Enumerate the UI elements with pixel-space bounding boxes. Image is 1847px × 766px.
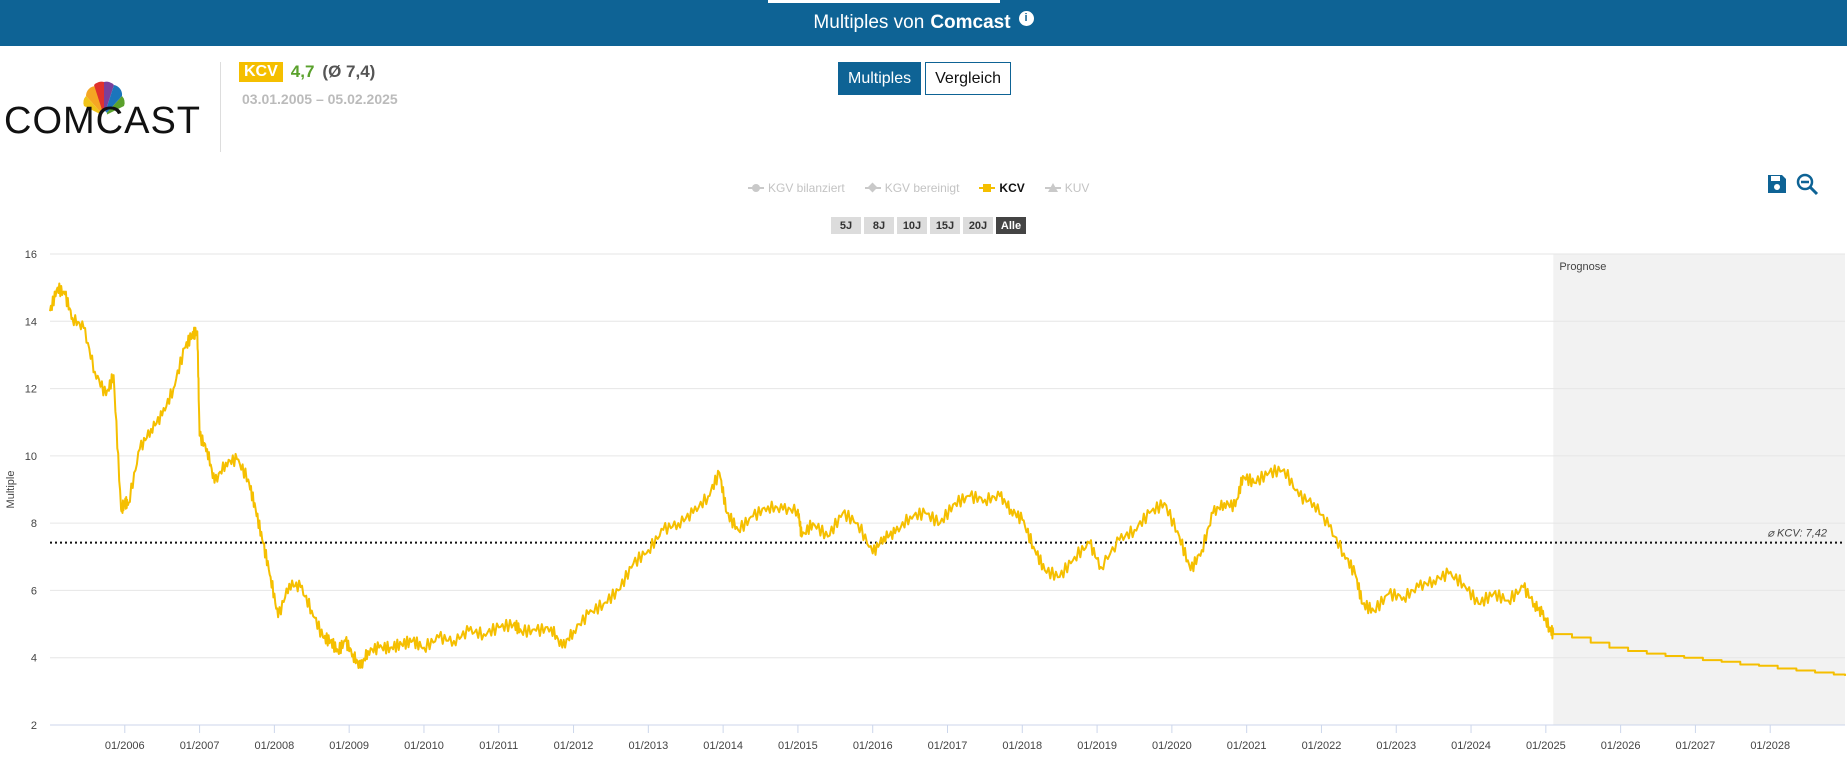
y-axis-label: Multiple <box>5 471 17 509</box>
legend-kuv[interactable]: KUV <box>1044 181 1090 195</box>
x-tick-label: 01/2012 <box>554 740 594 752</box>
company-name: Comcast <box>930 12 1011 33</box>
chart-legend: KGV bilanziert KGV bereinigt KCV KUV <box>748 181 1089 195</box>
legend-label: KUV <box>1064 181 1090 195</box>
x-tick-label: 01/2027 <box>1676 740 1716 752</box>
y-tick-label: 8 <box>31 518 37 530</box>
x-tick-label: 01/2017 <box>928 740 968 752</box>
y-tick-label: 6 <box>31 585 37 597</box>
series-line-forecast <box>1553 633 1846 676</box>
y-tick-label: 2 <box>31 720 37 732</box>
tab-multiples[interactable]: Multiples <box>838 62 922 95</box>
header-tab-notch <box>768 0 1000 3</box>
x-tick-label: 01/2015 <box>778 740 818 752</box>
x-tick-label: 01/2011 <box>479 740 518 752</box>
y-tick-label: 16 <box>25 249 37 261</box>
average-label: ⌀ KCV: 7,42 <box>1767 528 1827 540</box>
range-8j[interactable]: 8J <box>864 217 894 234</box>
range-alle[interactable]: Alle <box>996 217 1026 234</box>
legend-label: KGV bilanziert <box>768 181 845 195</box>
diamond-marker-icon <box>864 182 881 193</box>
x-tick-label: 01/2009 <box>329 740 369 752</box>
square-marker-icon <box>979 183 996 193</box>
y-tick-label: 10 <box>25 451 37 463</box>
x-tick-label: 01/2023 <box>1376 740 1416 752</box>
x-tick-label: 01/2021 <box>1227 740 1267 752</box>
legend-label: KGV bereinigt <box>884 181 960 195</box>
tab-vergleich[interactable]: Vergleich <box>925 62 1011 95</box>
triangle-marker-icon <box>1044 183 1061 193</box>
x-tick-label: 01/2016 <box>853 740 893 752</box>
circle-marker-icon <box>748 183 764 193</box>
save-icon[interactable] <box>1765 172 1789 196</box>
header-bar: Multiples von Comcast i <box>0 0 1847 46</box>
x-tick-label: 01/2006 <box>105 740 145 752</box>
page-title: Multiples von Comcast i <box>813 10 1034 34</box>
date-range: 03.01.2005 – 05.02.2025 <box>242 91 398 107</box>
x-tick-label: 01/2020 <box>1152 740 1192 752</box>
legend-label: KCV <box>999 181 1025 195</box>
y-tick-label: 4 <box>31 653 37 665</box>
range-selector: 5J 8J 10J 15J 20J Alle <box>831 217 1026 234</box>
x-tick-label: 01/2026 <box>1601 740 1641 752</box>
peacock-icon <box>83 81 125 117</box>
x-tick-label: 01/2022 <box>1302 740 1342 752</box>
legend-kgv-bilanziert[interactable]: KGV bilanziert <box>748 181 845 195</box>
x-tick-label: 01/2007 <box>180 740 220 752</box>
view-switch: Multiples Vergleich <box>838 62 1011 95</box>
forecast-label: Prognose <box>1559 261 1606 273</box>
kcv-chart: Prognose ⌀ KCV: 7,42 2 4 6 8 10 12 14 16 Multipl… <box>5 249 1846 752</box>
divider <box>220 62 221 152</box>
range-15j[interactable]: 15J <box>930 217 960 234</box>
x-tick-label: 01/2018 <box>1002 740 1042 752</box>
kpi-badge: KCV <box>239 62 283 82</box>
kpi-summary: KCV 4,7 (Ø 7,4) <box>239 62 375 82</box>
range-10j[interactable]: 10J <box>897 217 927 234</box>
forecast-area <box>1553 254 1845 725</box>
x-tick-label: 01/2013 <box>628 740 668 752</box>
range-20j[interactable]: 20J <box>963 217 993 234</box>
legend-kgv-bereinigt[interactable]: KGV bereinigt <box>864 181 960 195</box>
kpi-average: (Ø 7,4) <box>322 62 376 81</box>
y-tick-label: 12 <box>25 384 37 396</box>
x-tick-label: 01/2019 <box>1077 740 1117 752</box>
x-tick-label: 01/2024 <box>1451 740 1491 752</box>
kpi-value: 4,7 <box>290 62 315 81</box>
company-logo: COMCAST <box>4 78 200 142</box>
x-tick-label: 01/2028 <box>1750 740 1790 752</box>
y-tick-label: 14 <box>25 316 37 328</box>
info-icon[interactable]: i <box>1018 10 1034 26</box>
range-5j[interactable]: 5J <box>831 217 861 234</box>
legend-kcv[interactable]: KCV <box>979 181 1025 195</box>
logo-wordmark: COMCAST <box>4 100 201 142</box>
x-tick-label: 01/2025 <box>1526 740 1566 752</box>
x-tick-label: 01/2010 <box>404 740 444 752</box>
zoom-out-icon[interactable] <box>1795 172 1819 196</box>
series-line-kcv <box>49 282 1555 669</box>
x-tick-label: 01/2014 <box>703 740 743 752</box>
x-tick-label: 01/2008 <box>254 740 294 752</box>
title-prefix: Multiples von <box>813 12 925 33</box>
